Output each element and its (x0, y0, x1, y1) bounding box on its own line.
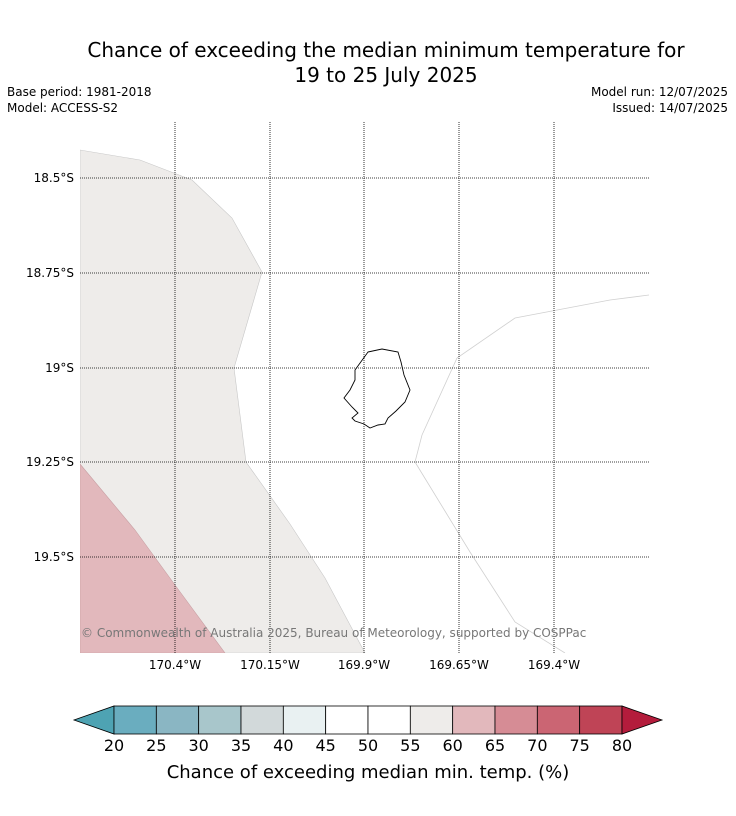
colorbar-cell (536, 705, 581, 735)
chart-title: Chance of exceeding the median minimum t… (0, 38, 736, 88)
lon-label-170-4: 170.4°W (148, 658, 202, 672)
base-period: Base period: 1981-2018 (7, 85, 152, 99)
niue-island-outline (343, 348, 411, 429)
colorbar-tick-label: 70 (527, 736, 548, 755)
colorbar-tick-label: 50 (357, 736, 379, 755)
issued-date: Issued: 14/07/2025 (612, 101, 728, 115)
lon-label-169-9: 169.9°W (337, 658, 391, 672)
colorbar-cell (240, 705, 284, 735)
colorbar-cell (494, 705, 538, 735)
colorbar-cell (282, 705, 327, 735)
contour-line-east (414, 294, 649, 653)
colorbar-tick-label: 65 (484, 736, 506, 755)
gridlines (80, 122, 649, 653)
colorbar-cell (579, 705, 623, 735)
colorbar-tick-label: 60 (442, 736, 463, 755)
lon-label-170-15: 170.15°W (240, 658, 300, 672)
colorbar-arrow-low (72, 705, 115, 735)
colorbar-cell (367, 705, 411, 735)
model-name: Model: ACCESS-S2 (7, 101, 119, 115)
colorbar-tick-label: 80 (611, 736, 633, 755)
lat-label-18-5: 18.5°S (33, 171, 74, 185)
colorbar-tick-label: 40 (273, 736, 294, 755)
colorbar-tick-label: 55 (400, 736, 421, 755)
lat-label-19-5: 19.5°S (33, 550, 74, 564)
colorbar-cell (325, 705, 369, 735)
copyright-notice: © Commonwealth of Australia 2025, Bureau… (81, 626, 587, 640)
colorbar-label: Chance of exceeding median min. temp. (%… (166, 762, 570, 783)
lat-label-19: 19°S (45, 361, 74, 375)
colorbar-cell (452, 705, 496, 735)
lon-label-169-4: 169.4°W (527, 658, 581, 672)
colorbar-cell (198, 705, 242, 735)
region-50-55-west (80, 149, 366, 653)
colorbar-tick-label: 20 (103, 736, 125, 755)
model-run: Model run: 12/07/2025 (590, 85, 728, 99)
title-line-1: Chance of exceeding the median minimum t… (87, 38, 685, 62)
colorbar-cell (409, 705, 454, 735)
metadata-right: Model run: 12/07/2025 Issued: 14/07/2025 (591, 84, 728, 116)
title-line-2: 19 to 25 July 2025 (294, 63, 478, 87)
lat-label-18-75: 18.75°S (26, 266, 74, 280)
metadata-left: Base period: 1981-2018 Model: ACCESS-S2 (7, 84, 152, 116)
lon-label-169-65: 169.65°W (429, 658, 489, 672)
region-60-65-southwest (80, 463, 226, 653)
lat-label-19-25: 19.25°S (26, 455, 74, 469)
colorbar-tick-label: 45 (315, 736, 336, 755)
colorbar-cell (155, 705, 200, 735)
colorbar-tick-label: 25 (146, 736, 167, 755)
colorbar-tick-label: 75 (569, 736, 590, 755)
colorbar-tick-label: 35 (230, 736, 252, 755)
colorbar-tick-label: 30 (188, 736, 209, 755)
colorbar-arrow-high (621, 705, 664, 735)
colorbar-cell (113, 705, 157, 735)
